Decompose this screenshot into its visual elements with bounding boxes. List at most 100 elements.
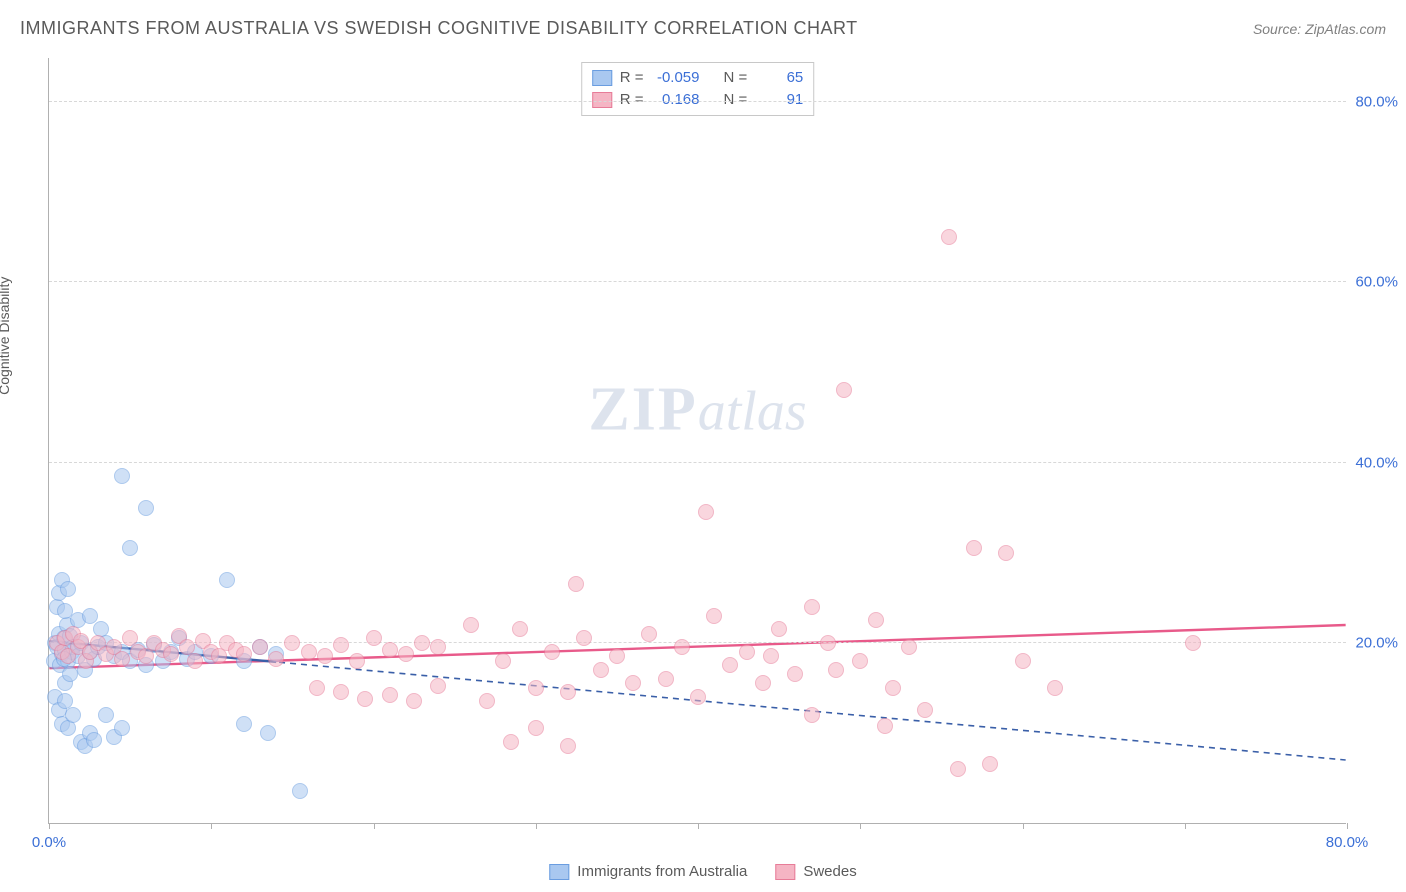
data-point-swedes: [317, 648, 333, 664]
x-tick: [1347, 823, 1348, 829]
data-point-swedes: [366, 630, 382, 646]
data-point-swedes: [309, 680, 325, 696]
data-point-australia: [292, 783, 308, 799]
swatch-australia: [592, 70, 612, 86]
data-point-swedes: [398, 646, 414, 662]
data-point-swedes: [674, 639, 690, 655]
data-point-swedes: [868, 612, 884, 628]
data-point-swedes: [560, 684, 576, 700]
trend-lines: [49, 58, 1346, 823]
gridline: [49, 642, 1346, 643]
data-point-swedes: [1047, 680, 1063, 696]
watermark: ZIPatlas: [588, 374, 806, 445]
data-point-swedes: [544, 644, 560, 660]
data-point-swedes: [901, 639, 917, 655]
data-point-swedes: [236, 646, 252, 662]
data-point-australia: [138, 500, 154, 516]
legend-item-swedes: Swedes: [775, 863, 856, 880]
y-tick-label: 40.0%: [1355, 454, 1398, 471]
data-point-swedes: [163, 646, 179, 662]
data-point-swedes: [187, 653, 203, 669]
data-point-swedes: [722, 657, 738, 673]
chart-title: IMMIGRANTS FROM AUSTRALIA VS SWEDISH COG…: [20, 18, 858, 39]
legend-label-australia: Immigrants from Australia: [577, 863, 747, 880]
data-point-swedes: [463, 617, 479, 633]
data-point-swedes: [528, 680, 544, 696]
n-label: N =: [724, 89, 748, 111]
data-point-swedes: [787, 666, 803, 682]
r-label: R =: [620, 89, 644, 111]
x-tick: [698, 823, 699, 829]
watermark-bold: ZIP: [588, 375, 697, 443]
data-point-swedes: [138, 648, 154, 664]
scatter-plot-area: ZIPatlas R = -0.059 N = 65 R = 0.168 N =…: [48, 58, 1346, 824]
data-point-swedes: [828, 662, 844, 678]
data-point-swedes: [998, 545, 1014, 561]
data-point-swedes: [333, 637, 349, 653]
x-tick: [1185, 823, 1186, 829]
data-point-swedes: [252, 639, 268, 655]
data-point-swedes: [382, 642, 398, 658]
legend-label-swedes: Swedes: [803, 863, 856, 880]
data-point-swedes: [950, 761, 966, 777]
data-point-swedes: [382, 687, 398, 703]
data-point-swedes: [804, 707, 820, 723]
data-point-swedes: [268, 651, 284, 667]
source-attribution: Source: ZipAtlas.com: [1253, 21, 1386, 37]
data-point-swedes: [641, 626, 657, 642]
data-point-swedes: [982, 756, 998, 772]
data-point-swedes: [771, 621, 787, 637]
data-point-swedes: [690, 689, 706, 705]
data-point-australia: [122, 540, 138, 556]
data-point-swedes: [333, 684, 349, 700]
gridline: [49, 101, 1346, 102]
swatch-swedes: [592, 92, 612, 108]
data-point-swedes: [576, 630, 592, 646]
y-tick-label: 20.0%: [1355, 634, 1398, 651]
legend-row-swedes: R = 0.168 N = 91: [592, 89, 804, 111]
x-tick: [49, 823, 50, 829]
y-axis-label: Cognitive Disability: [0, 277, 12, 395]
data-point-swedes: [479, 693, 495, 709]
data-point-swedes: [917, 702, 933, 718]
data-point-australia: [86, 732, 102, 748]
r-value-australia: -0.059: [652, 67, 700, 89]
x-tick-label: 80.0%: [1326, 834, 1369, 851]
data-point-swedes: [836, 382, 852, 398]
data-point-swedes: [941, 229, 957, 245]
data-point-swedes: [430, 639, 446, 655]
data-point-swedes: [430, 678, 446, 694]
data-point-australia: [60, 581, 76, 597]
data-point-australia: [82, 608, 98, 624]
swatch-swedes: [775, 864, 795, 880]
data-point-swedes: [301, 644, 317, 660]
data-point-swedes: [1015, 653, 1031, 669]
data-point-swedes: [560, 738, 576, 754]
data-point-swedes: [755, 675, 771, 691]
data-point-swedes: [512, 621, 528, 637]
data-point-australia: [260, 725, 276, 741]
n-value-australia: 65: [755, 67, 803, 89]
x-tick: [1023, 823, 1024, 829]
y-tick-label: 60.0%: [1355, 274, 1398, 291]
data-point-australia: [65, 707, 81, 723]
data-point-swedes: [885, 680, 901, 696]
x-tick: [374, 823, 375, 829]
legend-item-australia: Immigrants from Australia: [549, 863, 747, 880]
x-tick: [211, 823, 212, 829]
data-point-swedes: [1185, 635, 1201, 651]
x-tick: [860, 823, 861, 829]
data-point-swedes: [284, 635, 300, 651]
data-point-swedes: [609, 648, 625, 664]
data-point-australia: [98, 707, 114, 723]
correlation-legend: R = -0.059 N = 65 R = 0.168 N = 91: [581, 62, 815, 116]
data-point-swedes: [114, 651, 130, 667]
n-label: N =: [724, 67, 748, 89]
data-point-australia: [62, 666, 78, 682]
data-point-australia: [236, 716, 252, 732]
gridline: [49, 462, 1346, 463]
swatch-australia: [549, 864, 569, 880]
data-point-swedes: [625, 675, 641, 691]
data-point-australia: [219, 572, 235, 588]
watermark-thin: atlas: [698, 380, 807, 442]
